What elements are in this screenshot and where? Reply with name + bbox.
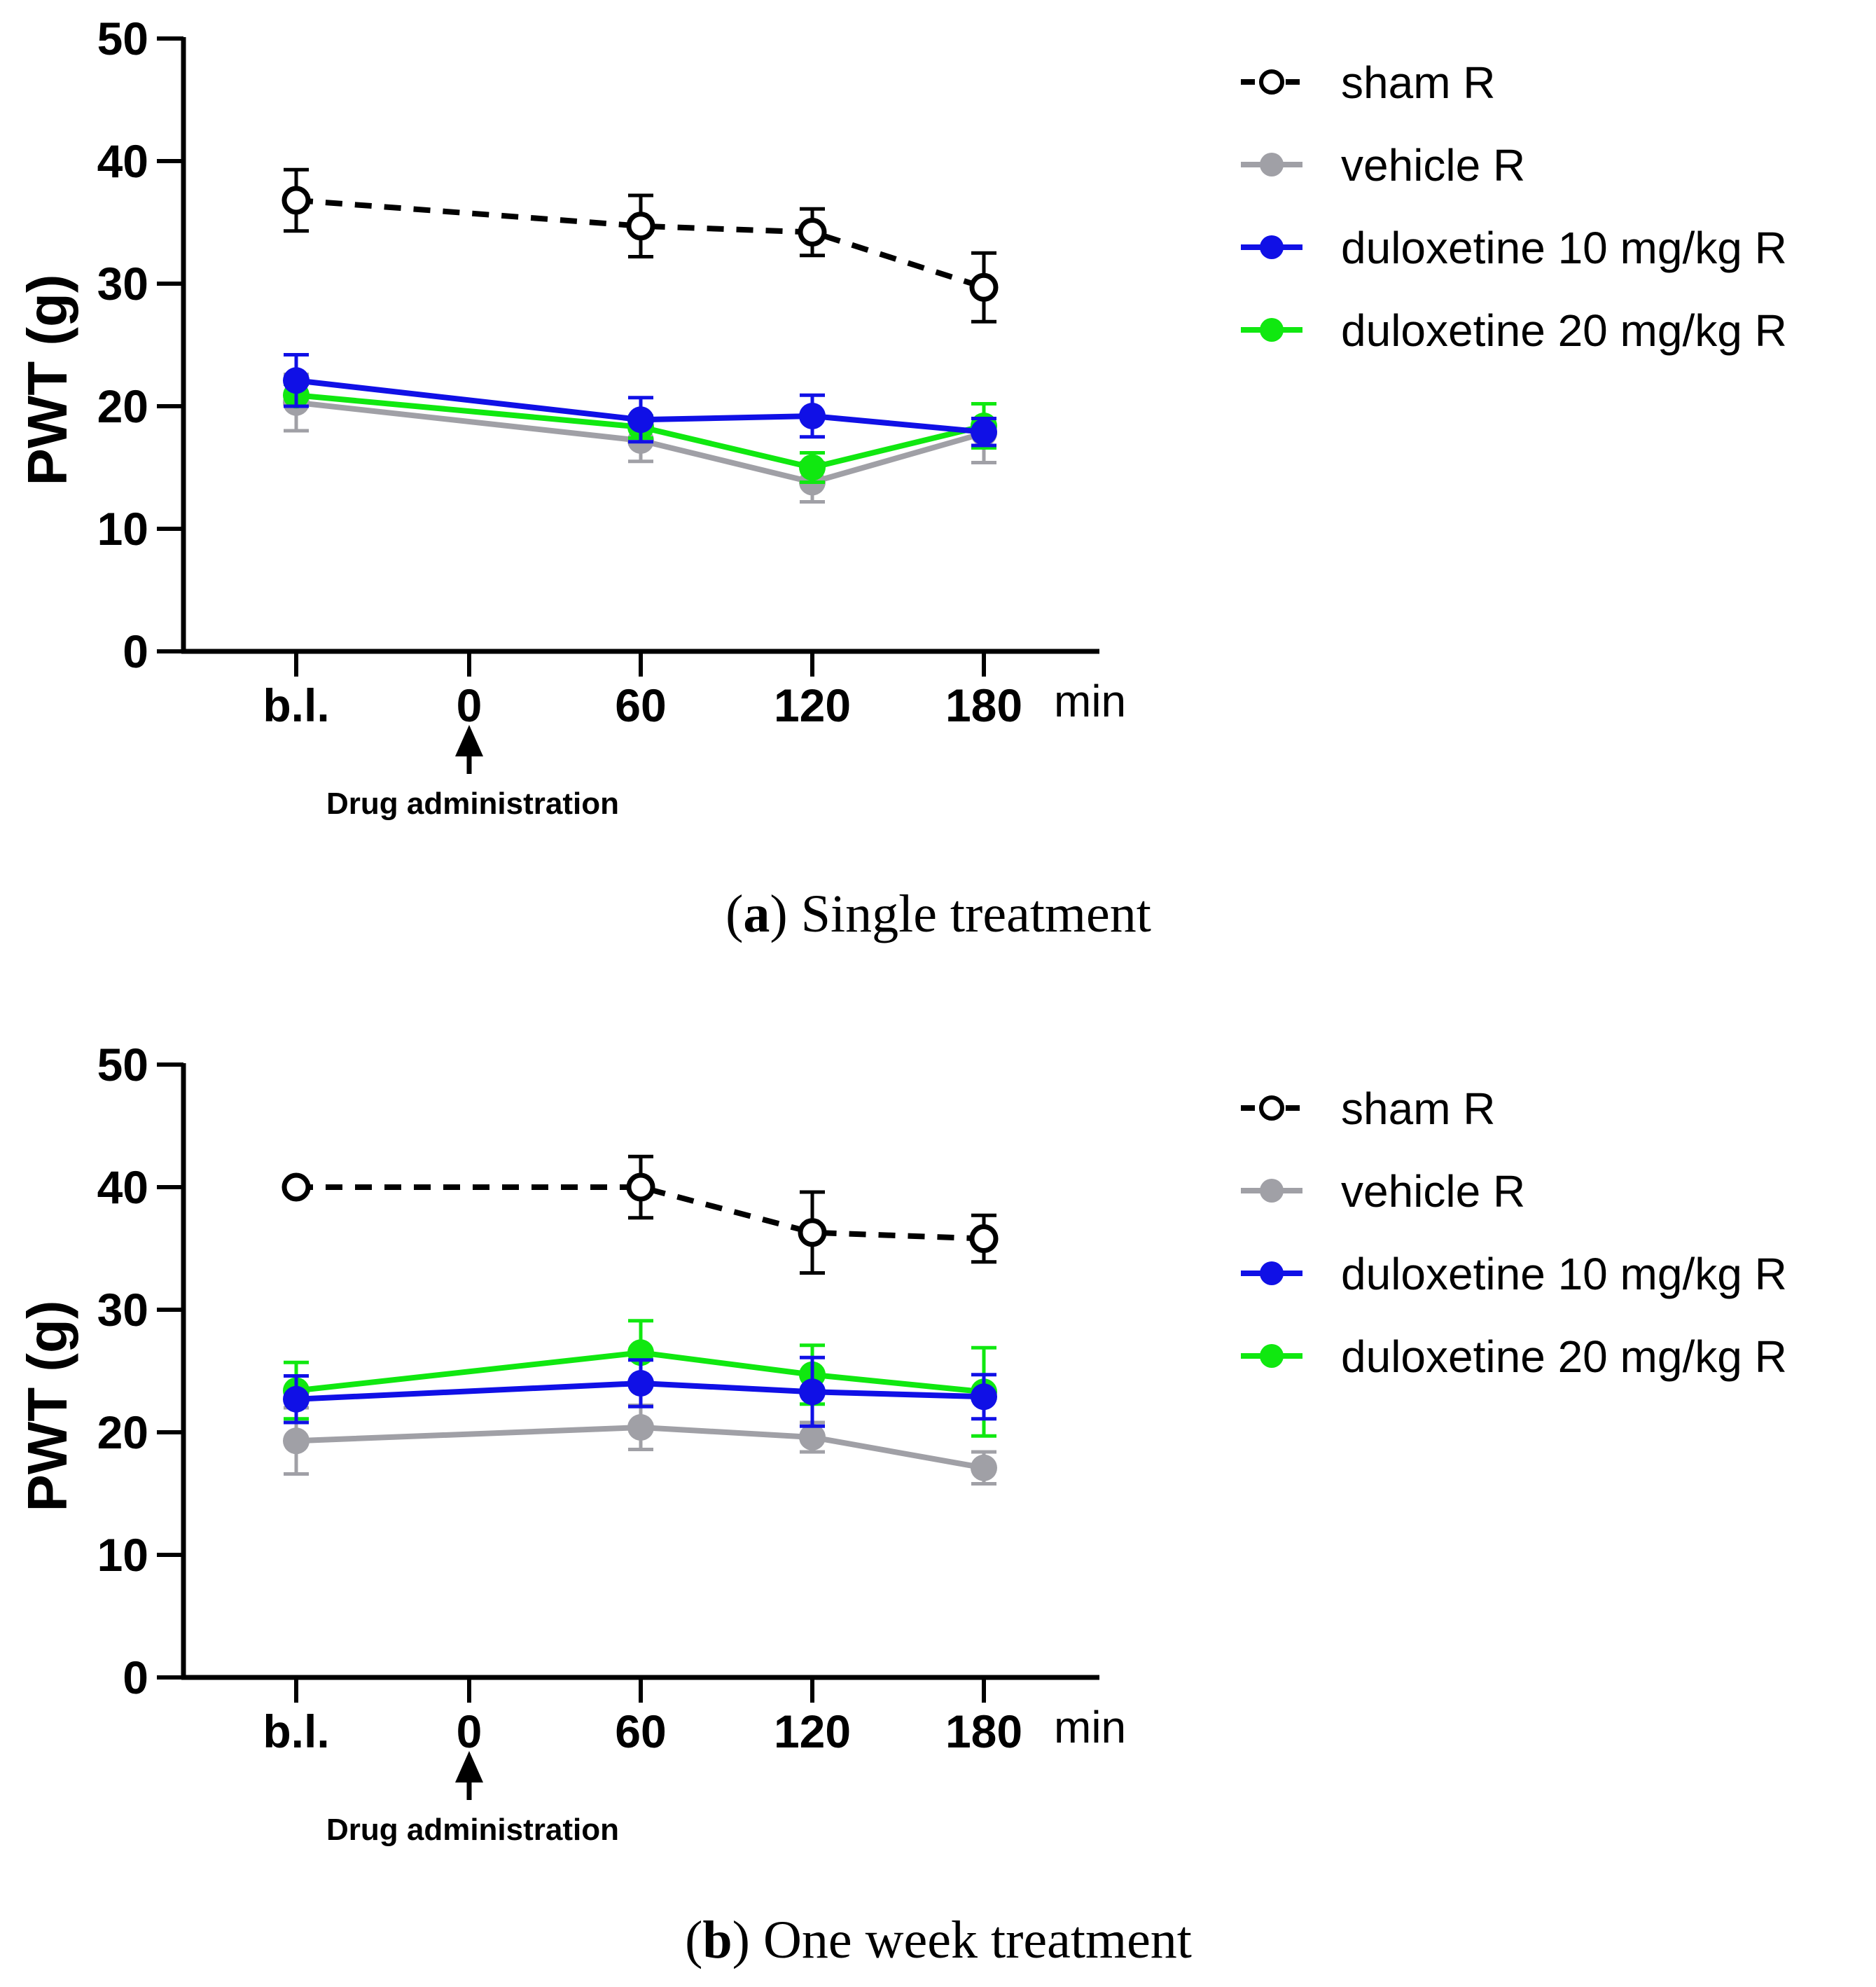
data-point (282, 1172, 311, 1202)
data-point (799, 1424, 826, 1451)
panel-a-chart: 0 10 20 30 40 50 b.l. 0 60 120 180 min PWT (g) Drug a… (16, 13, 1787, 943)
legend-marker (1259, 1095, 1284, 1121)
x-tick-label: 0 (457, 1705, 482, 1757)
y-tick-label: 40 (97, 1161, 148, 1213)
x-tick-label: 180 (945, 679, 1022, 731)
series-line (296, 1350, 985, 1395)
legend-label: sham R (1341, 1083, 1496, 1134)
y-tick-label: 30 (97, 1284, 148, 1336)
series-sham-r (282, 1154, 999, 1275)
x-tick-label: 120 (774, 679, 851, 731)
legend-label: duloxetine 10 mg/kg R (1341, 1249, 1787, 1299)
data-point (799, 403, 826, 429)
series-duloxetine-10-mg-kg-r (283, 353, 997, 448)
legend-marker (1260, 318, 1284, 342)
legend-label: duloxetine 20 mg/kg R (1341, 1331, 1787, 1382)
x-unit-label: min (1054, 1702, 1126, 1752)
series-line (296, 378, 985, 435)
legend-marker (1260, 153, 1284, 176)
data-point (627, 406, 654, 434)
y-tick-label: 50 (97, 1039, 148, 1091)
data-point (971, 418, 997, 445)
y-tick-label: 10 (97, 1529, 148, 1581)
legend-marker (1260, 1179, 1284, 1203)
legend: sham R vehicle R duloxetine 10 mg/kg R dulo… (1241, 1083, 1787, 1382)
data-point (627, 1414, 654, 1441)
legend-label: vehicle R (1341, 140, 1525, 191)
data-point (798, 218, 827, 247)
y-tick-label: 50 (97, 13, 148, 64)
data-point (799, 454, 826, 481)
arrow-up-icon (455, 725, 483, 756)
series-line (296, 1424, 985, 1471)
drug-administration-label: Drug administration (326, 787, 619, 821)
y-tick-label: 40 (97, 135, 148, 187)
x-tick-label: 0 (457, 679, 482, 731)
legend-marker (1260, 1261, 1284, 1285)
series-line (296, 392, 985, 471)
x-tick-label: 180 (945, 1705, 1022, 1757)
data-point (971, 1383, 997, 1411)
data-point (626, 212, 655, 241)
x-tick-label: 120 (774, 1705, 851, 1757)
y-tick-label: 30 (97, 258, 148, 310)
data-point (626, 1172, 655, 1202)
legend-marker (1260, 235, 1284, 259)
arrow-up-icon (455, 1751, 483, 1782)
series-duloxetine-10-mg-kg-r (283, 1355, 997, 1428)
data-point (627, 1370, 654, 1397)
y-tick-label: 0 (123, 1652, 148, 1703)
legend-label: vehicle R (1341, 1166, 1525, 1217)
legend-label: sham R (1341, 57, 1496, 108)
y-tick-label: 20 (97, 380, 148, 432)
series-sham-r (282, 167, 999, 324)
y-axis-label: PWT (g) (16, 274, 78, 485)
legend-marker (1259, 69, 1284, 95)
data-point (283, 1427, 310, 1455)
data-point (798, 1218, 827, 1247)
legend-marker (1260, 1344, 1284, 1368)
series-line (296, 399, 985, 485)
x-tick-label: 60 (615, 1705, 666, 1757)
y-tick-label: 10 (97, 503, 148, 555)
data-point (283, 367, 310, 394)
series-line (296, 1380, 985, 1402)
panel-b-chart: 0 10 20 30 40 50 b.l. 0 60 120 180 min PWT (g) Drug a… (16, 1039, 1787, 1969)
x-tick-label: b.l. (263, 679, 329, 731)
drug-administration-label: Drug administration (326, 1813, 619, 1847)
legend-label: duloxetine 10 mg/kg R (1341, 223, 1787, 273)
y-tick-label: 20 (97, 1406, 148, 1458)
data-point (283, 1385, 310, 1413)
legend-label: duloxetine 20 mg/kg R (1341, 305, 1787, 356)
data-point (969, 272, 999, 302)
data-point (282, 186, 311, 215)
panel-caption: (a) Single treatment (725, 885, 1151, 943)
data-point (971, 1454, 997, 1481)
y-axis-label: PWT (g) (16, 1300, 78, 1511)
data-point (969, 1224, 999, 1253)
data-point (799, 1378, 826, 1406)
x-tick-label: 60 (615, 679, 666, 731)
x-unit-label: min (1054, 676, 1126, 726)
x-tick-label: b.l. (263, 1705, 329, 1757)
legend: sham R vehicle R duloxetine 10 mg/kg R dulo… (1241, 57, 1787, 356)
panel-caption: (b) One week treatment (685, 1911, 1192, 1969)
y-tick-label: 0 (123, 625, 148, 677)
